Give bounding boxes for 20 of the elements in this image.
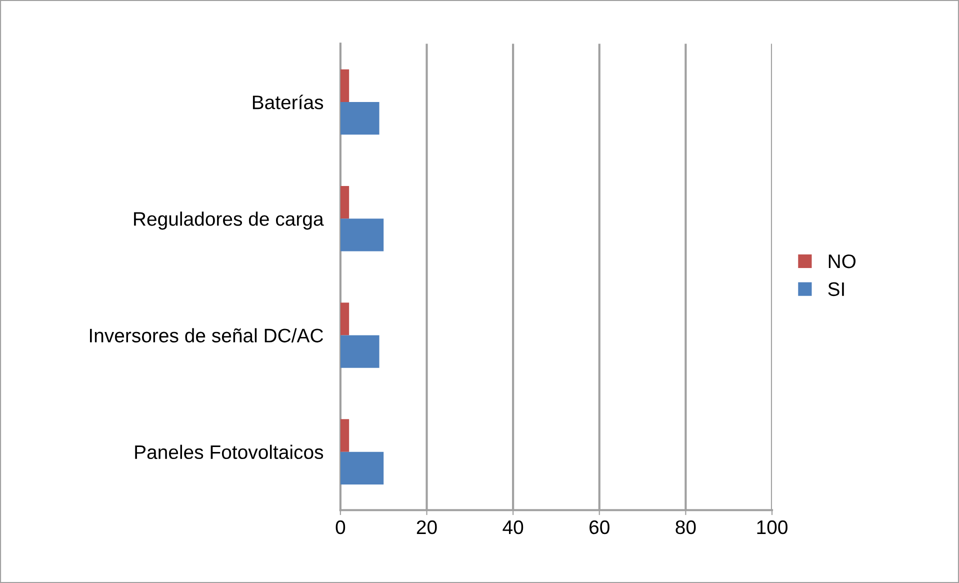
bar — [340, 218, 384, 252]
bar — [340, 419, 350, 452]
bar — [340, 452, 384, 484]
x-tick-label: 0 — [336, 520, 346, 534]
x-tick-label: 80 — [676, 520, 696, 534]
x-tick-label: 60 — [590, 520, 610, 534]
y-tick-label: Reguladores de carga — [134, 212, 324, 230]
y-tick-label: Paneles Fotovoltaicos — [135, 444, 324, 460]
bar — [340, 335, 380, 368]
bar — [340, 69, 350, 102]
bar — [340, 102, 380, 135]
legend-label: NO — [828, 254, 856, 268]
x-tick-label: 20 — [416, 520, 437, 534]
x-tick-label: 100 — [757, 520, 788, 534]
y-tick-label: Baterías — [252, 94, 324, 110]
bar — [340, 302, 350, 336]
legend-label: SI — [828, 282, 844, 296]
y-tick-label: Inversores de señal DC/AC — [90, 328, 324, 342]
x-tick-label: 40 — [502, 520, 524, 534]
bar — [340, 186, 350, 219]
